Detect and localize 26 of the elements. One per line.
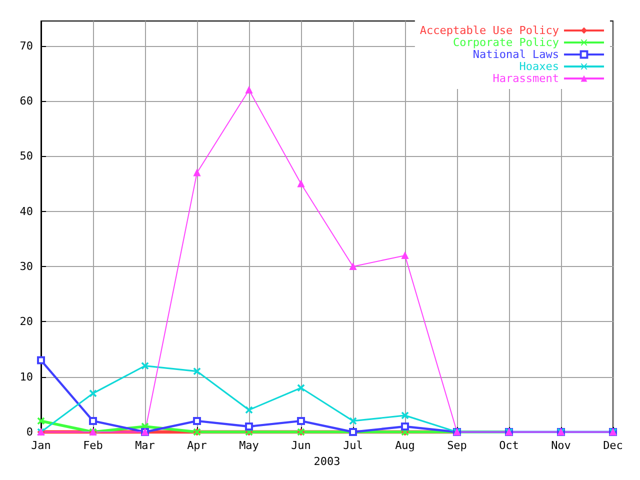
- legend-label: Harassment: [492, 72, 559, 85]
- x-tick-label: Feb: [83, 439, 103, 452]
- x-tick-label: Mar: [135, 439, 156, 452]
- x-tick-label: Jun: [291, 439, 311, 452]
- x-tick-label: May: [239, 439, 260, 452]
- legend-label: Corporate Policy: [453, 36, 560, 49]
- x-tick-label: Nov: [551, 439, 572, 452]
- x-tick-label: Sep: [447, 439, 467, 452]
- legend-label: Hoaxes: [519, 60, 559, 73]
- x-tick-label: Apr: [187, 439, 208, 452]
- x-tick-label: Oct: [499, 439, 519, 452]
- x-tick-label: Jan: [31, 439, 51, 452]
- x-tick-label: Aug: [395, 439, 415, 452]
- x-tick-label: Dec: [603, 439, 623, 452]
- x-axis-title: 2003: [314, 455, 340, 468]
- y-tick-label: 10: [20, 370, 33, 384]
- y-tick-label: 60: [20, 94, 33, 108]
- legend-label: Acceptable Use Policy: [420, 24, 560, 37]
- y-tick-label: 70: [20, 39, 33, 52]
- y-tick-label: 40: [20, 204, 33, 218]
- y-tick-label: 30: [20, 260, 33, 273]
- y-tick-label: 50: [20, 150, 33, 163]
- y-tick-label: 20: [20, 315, 33, 328]
- x-tick-label: Jul: [343, 439, 363, 452]
- legend-label: National Laws: [472, 48, 559, 61]
- y-tick-label: 0: [26, 426, 33, 438]
